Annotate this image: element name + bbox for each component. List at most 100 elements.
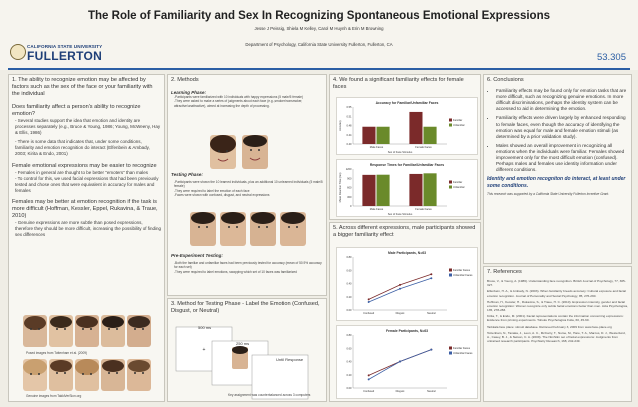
participant-heading: 5. Across different expressions, male pa… (333, 225, 476, 238)
reaction-time-chart: Response Times for Familiar/Unfamiliar F… (336, 159, 478, 217)
intro-bullet-2: - There is some data that indicates that… (15, 139, 150, 157)
conclusion-3: Males showed an overall improvement in r… (496, 143, 628, 174)
references-heading: 7. References (487, 269, 522, 275)
reference-item: Tottenham, N., Tanaka, J., Leon, A. C., … (487, 330, 626, 344)
testing-face-1 (190, 212, 216, 246)
x-tick-label: Neutral (427, 311, 436, 315)
logo-line-1: CALIFORNIA STATE UNIVERSITY (27, 44, 103, 49)
bar (362, 174, 376, 206)
section-conclusions: 6. Conclusions Familiarity effects may b… (483, 74, 632, 264)
methods-heading: 2. Methods (171, 77, 199, 83)
y-tick-label: 0.60 (346, 268, 352, 272)
legend-swatch (449, 273, 452, 277)
key-assignment-note: Key assignment was counterbalanced acros… (228, 393, 311, 397)
data-point (367, 301, 370, 304)
posed-face-5 (127, 315, 151, 347)
genuine-face-4 (101, 359, 125, 391)
y-tick-label: 0.51 (346, 114, 352, 118)
y-tick-label: 0.00 (346, 386, 352, 390)
trial-sequence-diagram: + (175, 326, 309, 400)
header: The Role of Familiarity and Sex In Recog… (0, 0, 638, 70)
question-familiarity: Does familiarity affect a person's abili… (12, 103, 141, 117)
reference-item: Hoffman, H., Kessler, H., Rukavina, S., … (487, 299, 628, 313)
learning-bullet-2: -They were asked to make a series of jud… (174, 99, 303, 108)
chart-svg: Accuracy for Familiar/Unfamiliar Faces 0.… (338, 101, 465, 154)
bar (423, 173, 437, 206)
conclusions-heading: 6. Conclusions (487, 77, 524, 83)
legend-label: Unfamiliar (453, 185, 465, 189)
posed-faces (23, 315, 151, 347)
y-axis-label: Accuracy (338, 119, 342, 130)
chart-title: Accuracy for Familiar/Unfamiliar Faces (376, 101, 439, 105)
x-axis-label: Sex of Face Stimulus (388, 150, 413, 154)
testing-method-heading: 3. Method for Testing Phase - Label the … (171, 301, 320, 314)
x-tick-label: Confused (363, 311, 375, 315)
y-tick-label: 1200 (346, 167, 352, 171)
learning-faces (210, 135, 268, 169)
data-point (430, 348, 433, 351)
legend-label: Familiar (453, 180, 462, 184)
data-point (430, 277, 433, 280)
bar (409, 173, 423, 206)
genuine-face-1 (23, 359, 47, 391)
accuracy-chart: Accuracy for Familiar/Unfamiliar Faces 0.… (336, 97, 478, 155)
poster-number: 53.305 (596, 52, 626, 63)
legend-swatch (449, 118, 452, 122)
male-participants-chart: Male Participants, N=63 0.00 0.20 0.40 0.60 0… (336, 247, 478, 321)
y-tick-label: 0.00 (346, 308, 352, 312)
timing-until-response: Until Response (276, 357, 304, 362)
data-point (430, 273, 433, 276)
legend-swatch (449, 180, 452, 184)
posed-caption: Posed images from Tottenham et al. (2009… (26, 351, 88, 355)
female-participants-chart: Female Participants, N=63 0.00 0.20 0.40 0.6… (336, 325, 478, 399)
series-line (368, 273, 432, 300)
testing-title: Testing Phase: (171, 172, 203, 177)
department: Department of Psychology, California Sta… (245, 42, 393, 47)
x-tick-label: Disgust (396, 389, 405, 393)
testing-bullet-2: -They were required to label the emotion… (174, 188, 250, 193)
section-intro: 1. The ability to recognize emotion may … (8, 74, 165, 402)
reference-item: Elfenbein, H. A., & Ambady, N. (2003). W… (487, 289, 626, 298)
section-references: 7. References Bruce, V., & Young, A. (19… (483, 266, 632, 402)
reference-item: Bruce, V., & Young, A. (1986). Understan… (487, 278, 626, 288)
fixation-cross: + (203, 347, 206, 353)
reference-item: Tarkkala face place: stimuli database. R… (487, 324, 612, 329)
genuine-face-2 (49, 359, 73, 391)
legend-label: Familiar Faces (453, 346, 471, 350)
posed-face-1 (23, 315, 47, 347)
y-tick-label: 0.40 (346, 360, 352, 364)
x-tick-label: Neutral (427, 389, 436, 393)
legend-label: Unfamiliar Faces (453, 351, 473, 355)
y-tick-label: 300 (347, 195, 352, 199)
data-point (399, 283, 401, 286)
poster-title: The Role of Familiarity and Sex In Recog… (88, 10, 550, 22)
question-difficulty: Females may be better at emotion recogni… (12, 199, 158, 220)
x-tick-label: Male Faces (370, 207, 384, 211)
timing-250: 250 ms (236, 341, 250, 346)
genuine-caption: Genuine images from TakkiVerSion.org (26, 394, 82, 398)
legend-swatch (449, 351, 452, 355)
y-tick-label: 0.80 (346, 255, 352, 259)
genuine-face-3 (75, 359, 99, 391)
testing-faces (190, 212, 306, 246)
genuine-faces (23, 359, 151, 391)
testing-face-4 (280, 212, 306, 246)
y-tick-label: 0.20 (346, 295, 352, 299)
question-female: Female emotional expressions may be easi… (12, 162, 157, 169)
y-tick-label: 900 (347, 176, 352, 180)
legend-swatch (449, 268, 452, 272)
y-axis-label: Mean Reaction Time (ms) (338, 173, 342, 203)
x-tick-label: Confused (363, 389, 375, 393)
section-testing-method: 3. Method for Testing Phase - Label the … (167, 298, 327, 402)
learning-face-male (242, 135, 268, 169)
authors: Jesse J Peissig, Shiela M Kelley, Carol … (254, 26, 384, 31)
testing-face-3 (250, 212, 276, 246)
legend-swatch (449, 123, 452, 127)
chart-svg: Female Participants, N=63 0.00 0.20 0.40 0.6… (346, 329, 473, 393)
conclusion-2: Familiarity effects were driven largely … (496, 115, 628, 139)
intro-bullet-4: - To control for this, we used facial ex… (15, 175, 159, 193)
section-familiarity-effects: 4. We found a significant familiarity ef… (329, 74, 481, 220)
learning-bullet-1: -Participants were familiarized with 10 … (174, 94, 303, 99)
x-tick-label: Female Faces (415, 207, 432, 211)
data-point (367, 378, 370, 381)
